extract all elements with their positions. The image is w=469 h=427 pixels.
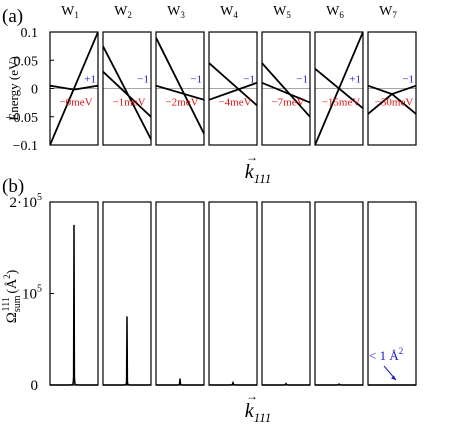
band-line — [103, 70, 151, 118]
subplot-a-5: W5 −1 −7meV — [261, 4, 311, 146]
subplot-frame — [367, 201, 417, 386]
band-line — [50, 32, 98, 145]
annotation-label: < 1 Å2 — [369, 346, 403, 363]
subplot-title: W1 — [61, 4, 79, 20]
gap-label: −4meV — [218, 97, 251, 109]
band-line — [50, 84, 98, 91]
subplot-b-5 — [261, 201, 311, 386]
panel-b: (b) Ωsum111 (Å2) 2·105 105 0 < 1 Å2 k111→ — [1, 176, 417, 425]
subplot-b-6 — [314, 201, 364, 386]
y-tick-label-b: 2·105 — [10, 192, 43, 211]
vector-arrow-a: → — [246, 150, 258, 164]
gap-label: −2meV — [165, 97, 198, 109]
chirality-label: −1 — [296, 74, 308, 86]
berry-peak — [156, 378, 204, 386]
subplot-a-4: W4 −1 −4meV — [208, 4, 258, 146]
subplot-frame — [367, 31, 417, 146]
subplot-frame — [261, 31, 311, 146]
chirality-label: −1 — [190, 74, 202, 86]
x-axis-label-b: k111 — [245, 400, 271, 425]
subplot-frame — [208, 201, 258, 386]
y-tick-label-a: 0.05 — [14, 54, 39, 69]
panel-a: (a) Energy (eV)0.1 0.05 0 −0.05 −0.1 W1 +1 −0meV… — [2, 4, 417, 186]
subplot-frame — [208, 31, 258, 146]
band-line — [262, 81, 310, 104]
band-line — [209, 81, 257, 101]
subplot-frame — [102, 31, 152, 146]
subplot-title: W4 — [220, 4, 238, 20]
berry-peak — [103, 316, 151, 386]
gap-label: −30meV — [375, 97, 414, 109]
gap-label: −1meV — [112, 97, 145, 109]
annotation-arrowhead — [391, 375, 396, 380]
gap-label: −15meV — [322, 97, 361, 109]
band-line — [156, 37, 204, 135]
band-line — [103, 45, 151, 140]
y-tick-label-a: 0 — [31, 83, 38, 98]
subplot-a-1: W1 +1 −0meV — [49, 4, 99, 146]
subplot-b-3 — [155, 201, 205, 386]
subplot-b-1 — [49, 201, 99, 386]
chirality-label: +1 — [84, 74, 96, 86]
chirality-label: −1 — [402, 74, 414, 86]
subplot-title: W5 — [273, 4, 291, 20]
subplot-frame — [314, 201, 364, 386]
y-tick-label-a: 0.1 — [21, 26, 39, 41]
berry-peak — [50, 224, 98, 386]
subplot-title: W6 — [326, 4, 344, 20]
subplot-frame — [155, 31, 205, 146]
chirality-label: −1 — [243, 74, 255, 86]
panel-label-a: (a) — [2, 6, 23, 27]
subplot-frame — [314, 31, 364, 146]
band-line — [156, 84, 204, 101]
chirality-label: −1 — [137, 74, 149, 86]
subplot-frame — [155, 201, 205, 386]
subplot-b-4 — [208, 201, 258, 386]
vector-arrow-b: → — [246, 389, 258, 403]
panel-label-b: (b) — [2, 176, 24, 197]
subplot-title: W2 — [114, 4, 132, 20]
gap-label: −7meV — [271, 97, 304, 109]
band-line — [315, 68, 363, 109]
subplot-b-2 — [102, 201, 152, 386]
y-axis-label-b: Ωsum111 (Å2) — [1, 269, 23, 323]
band-line — [262, 62, 310, 118]
y-axis-label-a: Energy (eV) — [6, 56, 21, 120]
subplot-frame — [261, 201, 311, 386]
y-tick-label-a: −0.1 — [13, 139, 38, 154]
subplot-title: W3 — [167, 4, 185, 20]
y-tick-label-b: 105 — [22, 284, 42, 303]
subplot-a-6: W6 +1 −15meV — [314, 4, 364, 146]
subplot-b-7 — [367, 201, 417, 386]
subplot-title: W7 — [379, 4, 397, 20]
y-tick-label-b: 0 — [31, 378, 39, 394]
gap-label: −0meV — [59, 97, 92, 109]
y-tick-label-a: −0.05 — [6, 111, 38, 126]
subplot-a-7: W7 −1 −30meV — [367, 4, 417, 146]
chirality-label: +1 — [349, 74, 361, 86]
band-line — [209, 62, 257, 107]
subplot-a-3: W3 −1 −2meV — [155, 4, 205, 146]
x-axis-label-a: k111 — [245, 161, 271, 186]
subplot-a-2: W2 −1 −1meV — [102, 4, 152, 146]
band-line — [368, 84, 416, 96]
subplot-frame — [102, 201, 152, 386]
